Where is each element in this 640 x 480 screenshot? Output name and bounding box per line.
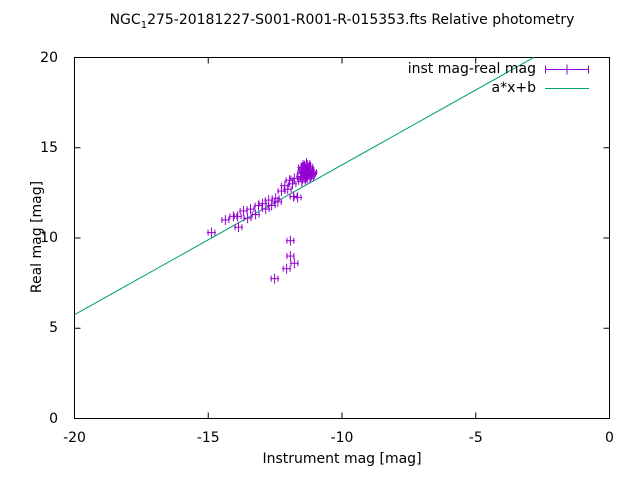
y-tick-label: 20: [40, 49, 58, 66]
y-tick-label: 15: [40, 139, 58, 156]
legend-row-points: inst mag-real mag: [0, 62, 590, 77]
plot-border: [74, 57, 610, 419]
chart-title-prefix: NGC: [109, 12, 141, 28]
x-tick-label: -15: [196, 430, 220, 446]
y-tick-label: 10: [40, 230, 58, 246]
x-tick-label: 0: [605, 430, 614, 446]
y-tick-label: 0: [49, 410, 58, 427]
legend-label-fit: a*x+b: [491, 80, 536, 96]
legend: inst mag-real mag a*x+b: [0, 62, 590, 100]
errorbar-sample-icon: [545, 64, 589, 75]
x-axis-label: Instrument mag [mag]: [262, 451, 422, 467]
chart-title-rest: 275-20181227-S001-R001-R-015353.fts Rela…: [147, 12, 575, 28]
legend-label-points: inst mag-real mag: [407, 61, 536, 77]
chart-title: NGC1275-20181227-S001-R001-R-015353.fts …: [74, 12, 610, 31]
y-tick-label: 5: [49, 320, 58, 337]
plot-area: [74, 57, 610, 419]
x-tick-label: -5: [468, 430, 483, 446]
line-sample-icon: [545, 88, 589, 89]
chart-title-subscript: 1: [140, 20, 148, 31]
legend-row-fit: a*x+b: [0, 81, 590, 96]
fit-line: [74, 57, 535, 316]
x-tick-label: -10: [330, 430, 354, 446]
x-tick-label: -20: [63, 430, 86, 446]
